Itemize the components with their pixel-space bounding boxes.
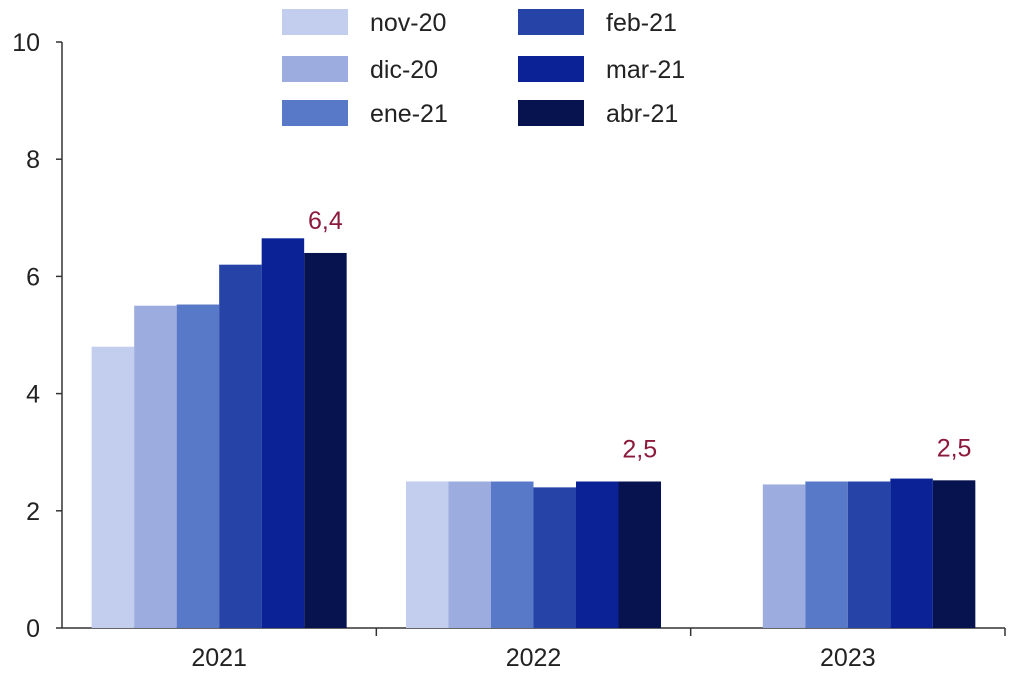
bar-nov-20-2022 (406, 481, 449, 628)
bar-mar-21-2023 (890, 478, 933, 628)
legend-label: ene-21 (370, 100, 448, 128)
data-label: 2,5 (622, 436, 657, 464)
bar-feb-21-2023 (847, 481, 891, 628)
y-tick-label: 2 (26, 498, 40, 526)
data-labels: 6,4 2,5 2,5 (308, 207, 971, 464)
data-label: 6,4 (308, 207, 343, 235)
legend-item-feb-21: feb-21 (518, 9, 677, 37)
bar-dic-20-2023 (762, 484, 806, 628)
bar-abr-21-2021 (304, 252, 347, 628)
legend-item-abr-21: abr-21 (518, 100, 678, 128)
legend-label: abr-21 (606, 100, 678, 128)
bar-feb-21-2021 (219, 264, 262, 628)
legend-swatch (518, 9, 584, 35)
bar-mar-21-2021 (261, 238, 305, 628)
legend-label: feb-21 (606, 9, 677, 37)
y-tick-label: 8 (26, 146, 40, 174)
legend-item-ene-21: ene-21 (282, 100, 448, 128)
bar-ene-21-2021 (176, 304, 220, 628)
legend-label: mar-21 (606, 56, 685, 84)
legend-swatch (282, 9, 348, 35)
data-label: 2,5 (937, 434, 972, 462)
legend-label: nov-20 (370, 9, 446, 37)
y-tick-label: 0 (26, 615, 40, 643)
legend-swatch (282, 100, 348, 126)
bar-ene-21-2023 (805, 481, 848, 628)
legend-swatch (518, 56, 584, 82)
bar-abr-21-2022 (618, 481, 661, 628)
bar-ene-21-2022 (491, 481, 534, 628)
legend-swatch (282, 56, 348, 82)
legend-swatch (518, 100, 584, 126)
y-tick-label: 6 (26, 263, 40, 291)
axes: 0 2 4 6 8 10 2021 2022 2023 (12, 29, 1006, 672)
bar-dic-20-2021 (134, 305, 177, 628)
y-tick-label: 10 (12, 29, 40, 57)
x-tick-label: 2021 (191, 644, 247, 672)
legend-item-dic-20: dic-20 (282, 56, 438, 84)
bars (91, 238, 976, 628)
bar-dic-20-2022 (448, 481, 491, 628)
legend: nov-20 dic-20 ene-21 feb-21 mar-21 abr-21 (282, 9, 685, 128)
x-tick-label: 2022 (506, 644, 562, 672)
y-tick-label: 4 (26, 381, 40, 409)
bar-mar-21-2022 (576, 481, 619, 628)
legend-item-nov-20: nov-20 (282, 9, 446, 37)
legend-label: dic-20 (370, 56, 438, 84)
x-tick-label: 2023 (820, 644, 876, 672)
bar-abr-21-2023 (932, 480, 976, 628)
bar-feb-21-2022 (533, 487, 576, 628)
bar-nov-20-2021 (91, 346, 135, 628)
legend-item-mar-21: mar-21 (518, 56, 685, 84)
